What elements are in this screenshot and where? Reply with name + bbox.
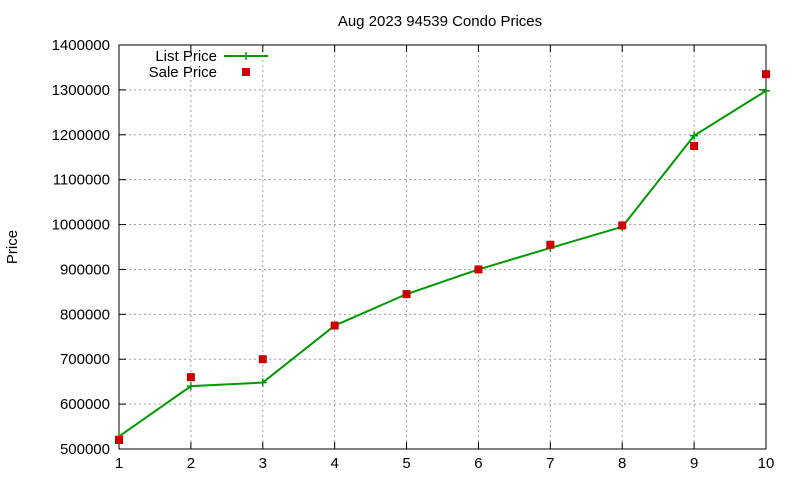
sale-price-series bbox=[115, 70, 770, 445]
sale-price-marker bbox=[115, 436, 123, 445]
sale-price-marker bbox=[690, 142, 699, 150]
legend-label: List Price bbox=[155, 48, 217, 65]
x-tick-label: 9 bbox=[690, 455, 698, 472]
x-tick-label: 1 bbox=[115, 455, 123, 472]
sale-price-marker bbox=[546, 240, 555, 249]
y-axis-label: Price bbox=[4, 230, 21, 264]
y-tick-label: 1200000 bbox=[52, 127, 110, 144]
sale-price-marker bbox=[474, 265, 483, 274]
list-price-series bbox=[115, 86, 770, 441]
sale-price-marker bbox=[258, 355, 267, 364]
x-tick-label: 7 bbox=[546, 455, 554, 472]
y-tick-label: 900000 bbox=[60, 261, 110, 278]
list-price-marker bbox=[186, 382, 195, 391]
y-tick-label: 500000 bbox=[60, 441, 110, 458]
y-tick-label: 1400000 bbox=[52, 37, 110, 54]
list-price-marker bbox=[258, 378, 267, 387]
plot-frame bbox=[118, 44, 767, 450]
x-tick-label: 10 bbox=[758, 455, 775, 472]
sale-price-marker bbox=[242, 68, 250, 76]
series-layer bbox=[115, 70, 770, 445]
y-tick-label: 700000 bbox=[60, 351, 110, 368]
list-price-marker bbox=[762, 86, 770, 95]
sale-price-marker bbox=[330, 321, 339, 330]
legend-label: Sale Price bbox=[149, 64, 217, 81]
axis-ticks: 5000006000007000008000009000001000000110… bbox=[52, 37, 775, 472]
x-tick-label: 2 bbox=[187, 455, 195, 472]
y-tick-label: 800000 bbox=[60, 306, 110, 323]
x-tick-label: 6 bbox=[474, 455, 482, 472]
grid-lines bbox=[119, 45, 766, 449]
sale-price-marker bbox=[186, 373, 195, 382]
list-price-line bbox=[118, 89, 767, 438]
x-tick-label: 5 bbox=[402, 455, 410, 472]
sale-price-marker bbox=[618, 221, 627, 230]
list-price-marker bbox=[690, 131, 699, 140]
y-tick-label: 1300000 bbox=[52, 82, 110, 99]
y-tick-label: 600000 bbox=[60, 396, 110, 413]
list-price-marker bbox=[242, 52, 250, 60]
y-tick-label: 1100000 bbox=[53, 172, 110, 189]
y-tick-label: 1000000 bbox=[52, 217, 110, 234]
x-tick-label: 8 bbox=[618, 455, 626, 472]
x-tick-label: 4 bbox=[330, 455, 338, 472]
chart-title: Aug 2023 94539 Condo Prices bbox=[338, 13, 542, 30]
sale-price-marker bbox=[762, 70, 770, 79]
x-tick-label: 3 bbox=[259, 455, 267, 472]
sale-price-marker bbox=[402, 290, 411, 299]
